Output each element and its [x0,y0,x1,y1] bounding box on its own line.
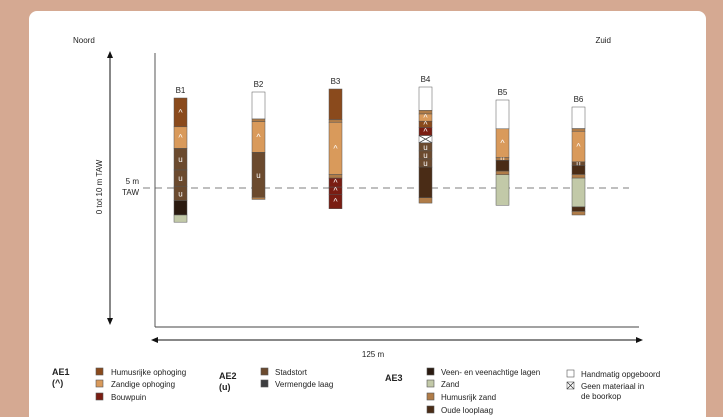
legend-swatch-humusrijke-ophoging [95,367,104,376]
borehole-layer [495,174,510,206]
legend-label-geen-materiaal-2: de boorkop [581,392,622,401]
borehole-layer [571,177,586,208]
borehole-layer [495,99,510,130]
layer-marker: u [178,155,182,164]
borehole-layer [571,206,586,212]
legend-label-humusrijk-zand: Humusrijk zand [441,393,496,402]
borehole-layer [571,211,586,216]
layer-marker: ^ [178,107,183,117]
layer-marker: ^ [576,142,581,152]
layer-marker: u [500,155,504,164]
horizontal-axis-label: 125 m [362,350,385,359]
layer-marker: ^ [178,133,183,143]
south-label: Zuid [595,36,611,45]
borehole-label: B1 [176,86,186,95]
reference-label-bottom: TAW [122,188,139,197]
legend-ae1-subtitle: (^) [52,378,63,388]
legend-swatch-geen-materiaal [566,381,575,390]
layer-marker: u [178,189,182,198]
legend-label-zandige-ophoging: Zandige ophoging [111,380,175,389]
horizontal-range-arrow [151,337,643,343]
legend-swatch-bouwpuin [95,392,104,401]
layer-marker: ^ [256,132,261,142]
reference-label-top: 5 m [126,177,140,186]
borehole-layer [251,118,266,122]
borehole-layer [328,119,343,123]
vertical-axis-label: 0 tot 10 m TAW [95,159,104,214]
borehole-layer [495,160,510,172]
legend-label-handmatig: Handmatig opgeboord [581,370,660,379]
layer-marker: u [423,143,427,152]
borehole-layer [328,88,343,120]
borehole-layer [571,106,586,129]
borehole-label: B3 [331,77,341,86]
legend-label-vermengde-laag: Vermengde laag [275,380,333,389]
layer-marker: ^ [423,113,428,123]
legend-swatch-oude-looplaag [426,405,435,414]
borehole-layer [173,200,188,216]
legend-ae2-subtitle: (u) [219,382,231,392]
north-label: Noord [73,36,95,45]
legend: AE1 (^) Humusrijke ophoging Zandige opho… [52,367,660,415]
legend-swatch-stadstort [260,367,269,376]
borehole-profile-diagram: Noord Zuid 0 tot 10 m TAW 5 m TAW B1^^uu… [52,36,660,415]
borehole-layer [173,214,188,223]
layer-marker: u [423,151,427,160]
layer-marker: ^ [500,138,505,148]
borehole-layer [251,197,266,200]
layer-marker: u [576,160,580,169]
legend-ae3-title: AE3 [385,373,403,383]
layer-marker: u [256,171,260,180]
legend-ae2-title: AE2 [219,371,237,381]
legend-label-veen: Veen- en veenachtige lagen [441,368,540,377]
borehole-layer [571,165,586,175]
borehole-layer [495,170,510,175]
borehole-label: B5 [498,88,508,97]
borehole-label: B2 [254,80,264,89]
legend-ae1-title: AE1 [52,367,70,377]
legend-label-stadstort: Stadstort [275,368,308,377]
legend-label-zand: Zand [441,380,459,389]
legend-swatch-zand [426,379,435,388]
legend-swatch-humusrijk-zand [426,392,435,401]
legend-label-oude-looplaag: Oude looplaag [441,406,493,415]
plot-axes [154,53,639,328]
layer-marker: ^ [333,197,338,207]
borehole-layer [418,166,433,198]
legend-label-humusrijke-ophoging: Humusrijke ophoging [111,368,186,377]
vertical-range-arrow [107,51,113,325]
legend-swatch-vermengde-laag [260,379,269,388]
layer-marker: ^ [333,178,338,188]
legend-swatch-veen [426,367,435,376]
legend-swatch-handmatig [566,369,575,378]
borehole-layer [328,194,343,209]
no-material-cross [418,135,433,144]
layer-marker: ^ [423,127,428,137]
borehole-layer [251,91,266,120]
layer-marker: ^ [333,143,338,153]
borehole-layer [571,128,586,132]
borehole-layer [418,197,433,204]
figure-card: Noord Zuid 0 tot 10 m TAW 5 m TAW B1 ^ ^ u u… [29,11,706,417]
borehole-label: B4 [421,75,431,84]
legend-label-bouwpuin: Bouwpuin [111,393,146,402]
legend-swatch-zandige-ophoging [95,379,104,388]
borehole-layer [418,86,433,111]
layer-marker: u [423,159,427,168]
legend-label-geen-materiaal: Geen materiaal in [581,382,644,391]
borehole-layer [571,174,586,179]
layer-marker: ^ [333,186,338,196]
layer-marker: ^ [423,119,428,129]
borehole-label: B6 [574,95,584,104]
layer-marker: u [178,174,182,183]
